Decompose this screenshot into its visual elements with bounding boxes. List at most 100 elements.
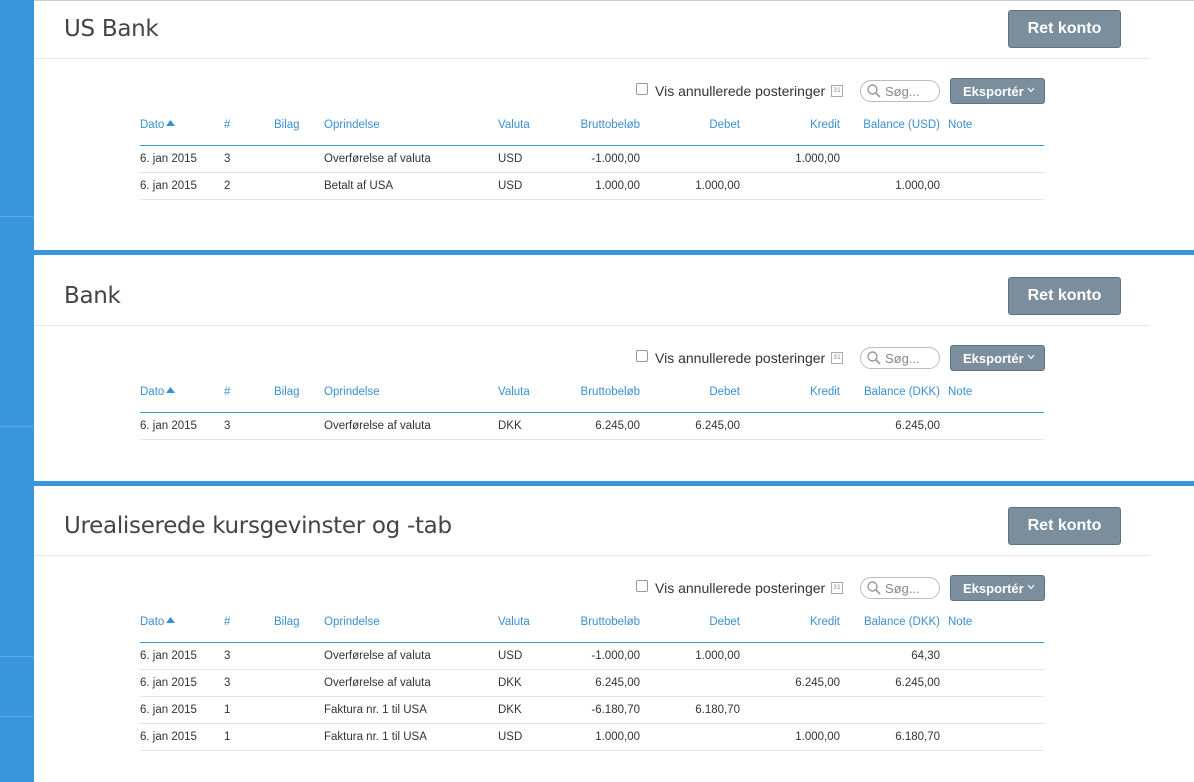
- column-header-dato[interactable]: Dato: [140, 616, 176, 628]
- column-header-bruttobelob[interactable]: Bruttobeløb: [580, 386, 640, 398]
- column-header-dato[interactable]: Dato: [140, 119, 176, 131]
- calendar-icon[interactable]: 31: [831, 85, 843, 97]
- cell-bruttobelob: 1.000,00: [595, 180, 640, 192]
- cell-balance: 1.000,00: [895, 180, 940, 192]
- table-row[interactable]: 6. jan 2015 3 Overførelse af valuta USD …: [140, 146, 1044, 173]
- column-header-kredit[interactable]: Kredit: [809, 616, 840, 628]
- column-header-oprindelse[interactable]: Oprindelse: [324, 616, 380, 628]
- show-voided-checkbox[interactable]: [636, 83, 648, 95]
- calendar-icon[interactable]: 31: [831, 352, 843, 364]
- column-header-bruttobelob[interactable]: Bruttobeløb: [580, 616, 640, 628]
- cell-bruttobelob: -6.180,70: [591, 704, 640, 716]
- column-header-valuta[interactable]: Valuta: [498, 386, 530, 398]
- cell-valuta: DKK: [498, 704, 522, 716]
- table-row[interactable]: 6. jan 2015 1 Faktura nr. 1 til USA USD …: [140, 724, 1044, 751]
- search-box[interactable]: [860, 347, 940, 369]
- column-header-bilag[interactable]: Bilag: [274, 119, 300, 131]
- export-dropdown-button[interactable]: Eksportér: [950, 345, 1045, 371]
- show-voided-checkbox[interactable]: [636, 350, 648, 362]
- cell-oprindelse: Faktura nr. 1 til USA: [324, 704, 427, 716]
- sidebar-divider: [0, 656, 34, 657]
- table-row[interactable]: 6. jan 2015 3 Overførelse af valuta DKK …: [140, 670, 1044, 697]
- cell-dato: 6. jan 2015: [140, 731, 197, 743]
- sort-up-icon: [166, 120, 176, 126]
- column-header-bilag[interactable]: Bilag: [274, 616, 300, 628]
- column-header-note[interactable]: Note: [948, 616, 973, 628]
- search-input[interactable]: [885, 349, 935, 367]
- panel-title: US Bank: [64, 16, 159, 42]
- cell-balance: 6.245,00: [895, 677, 940, 689]
- export-dropdown-button[interactable]: Eksportér: [950, 78, 1045, 104]
- search-box[interactable]: [860, 577, 940, 599]
- cell-number: 3: [224, 420, 231, 432]
- sidebar-divider: [0, 216, 34, 217]
- column-header-dato[interactable]: Dato: [140, 386, 176, 398]
- column-header-kredit[interactable]: Kredit: [809, 386, 840, 398]
- edit-account-button[interactable]: Ret konto: [1008, 277, 1121, 315]
- cell-dato: 6. jan 2015: [140, 180, 197, 192]
- cell-number: 3: [224, 153, 231, 165]
- column-header-number[interactable]: #: [224, 616, 231, 628]
- table-row[interactable]: 6. jan 2015 2 Betalt af USA USD 1.000,00…: [140, 173, 1044, 200]
- column-header-note[interactable]: Note: [948, 386, 973, 398]
- column-header-kredit[interactable]: Kredit: [809, 119, 840, 131]
- edit-account-button[interactable]: Ret konto: [1008, 10, 1121, 48]
- table-toolbar: Vis annullerede posteringer 31 Eksportér: [34, 78, 1134, 106]
- column-header-bilag[interactable]: Bilag: [274, 386, 300, 398]
- export-label: Eksportér: [963, 581, 1024, 596]
- panel-header: Bank Ret konto: [34, 268, 1150, 326]
- panel-separator: [34, 250, 1194, 255]
- table-header: Dato # Bilag Oprindelse Valuta Bruttobel…: [140, 119, 1044, 146]
- calendar-icon[interactable]: 31: [831, 582, 843, 594]
- edit-account-button[interactable]: Ret konto: [1008, 507, 1121, 545]
- cell-dato: 6. jan 2015: [140, 153, 197, 165]
- column-header-oprindelse[interactable]: Oprindelse: [324, 119, 380, 131]
- column-header-balance[interactable]: Balance (USD): [863, 119, 940, 131]
- cell-valuta: USD: [498, 650, 523, 662]
- cell-kredit: 1.000,00: [795, 731, 840, 743]
- export-label: Eksportér: [963, 84, 1024, 99]
- cell-number: 2: [224, 180, 231, 192]
- column-header-bruttobelob[interactable]: Bruttobeløb: [580, 119, 640, 131]
- search-input[interactable]: [885, 579, 935, 597]
- chevron-down-icon: [1027, 584, 1035, 590]
- column-header-debet[interactable]: Debet: [709, 119, 740, 131]
- search-input[interactable]: [885, 82, 935, 100]
- column-header-number[interactable]: #: [224, 386, 231, 398]
- search-box[interactable]: [860, 80, 940, 102]
- table-row[interactable]: 6. jan 2015 3 Overførelse af valuta USD …: [140, 643, 1044, 670]
- show-voided-checkbox[interactable]: [636, 580, 648, 592]
- column-header-valuta[interactable]: Valuta: [498, 119, 530, 131]
- column-header-debet[interactable]: Debet: [709, 386, 740, 398]
- cell-debet: 1.000,00: [695, 180, 740, 192]
- cell-debet: 6.180,70: [695, 704, 740, 716]
- table-row[interactable]: 6. jan 2015 1 Faktura nr. 1 til USA DKK …: [140, 697, 1044, 724]
- cell-oprindelse: Overførelse af valuta: [324, 420, 431, 432]
- table-header: Dato # Bilag Oprindelse Valuta Bruttobel…: [140, 386, 1044, 413]
- show-voided-label[interactable]: Vis annullerede posteringer: [655, 350, 826, 366]
- show-voided-label[interactable]: Vis annullerede posteringer: [655, 580, 826, 596]
- export-dropdown-button[interactable]: Eksportér: [950, 575, 1045, 601]
- cell-oprindelse: Overførelse af valuta: [324, 153, 431, 165]
- column-header-debet[interactable]: Debet: [709, 616, 740, 628]
- table-row[interactable]: 6. jan 2015 3 Overførelse af valuta DKK …: [140, 413, 1044, 440]
- cell-bruttobelob: 6.245,00: [595, 420, 640, 432]
- column-header-valuta[interactable]: Valuta: [498, 616, 530, 628]
- account-panel-us-bank: US Bank Ret konto Vis annullerede poster…: [34, 0, 1194, 251]
- column-header-note[interactable]: Note: [948, 119, 973, 131]
- cell-dato: 6. jan 2015: [140, 420, 197, 432]
- sort-up-icon: [166, 387, 176, 393]
- account-panel-bank: Bank Ret konto Vis annullerede postering…: [34, 268, 1194, 481]
- export-label: Eksportér: [963, 351, 1024, 366]
- column-header-oprindelse[interactable]: Oprindelse: [324, 386, 380, 398]
- column-header-number[interactable]: #: [224, 119, 231, 131]
- show-voided-label[interactable]: Vis annullerede posteringer: [655, 83, 826, 99]
- cell-number: 3: [224, 650, 231, 662]
- cell-oprindelse: Betalt af USA: [324, 180, 394, 192]
- left-sidebar-strip: [0, 0, 34, 782]
- cell-kredit: 1.000,00: [795, 153, 840, 165]
- cell-debet: 1.000,00: [695, 650, 740, 662]
- column-header-balance[interactable]: Balance (DKK): [863, 386, 940, 398]
- cell-valuta: USD: [498, 731, 523, 743]
- column-header-balance[interactable]: Balance (DKK): [863, 616, 940, 628]
